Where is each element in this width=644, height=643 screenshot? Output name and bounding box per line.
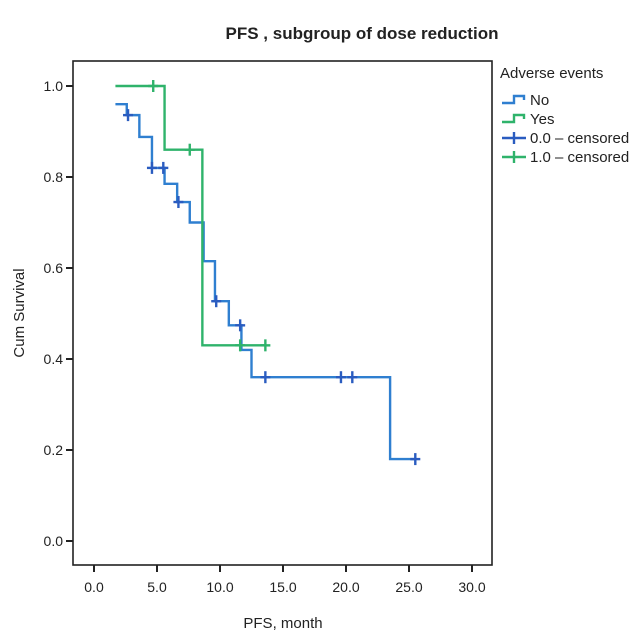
x-axis: 0.0 5.0 10.0 15.0 20.0 25.0 30.0 <box>84 565 486 595</box>
y-tick-label: 0.0 <box>44 533 64 549</box>
series-layer <box>115 80 421 466</box>
y-axis: 0.0 0.2 0.4 0.6 0.8 1.0 <box>44 78 73 549</box>
censor-mark <box>235 339 246 352</box>
legend: Adverse events No Yes 0.0 – censored 1.0 – … <box>500 65 629 166</box>
chart-title: PFS , subgroup of dose reduction <box>226 24 499 43</box>
plot-frame <box>72 60 493 566</box>
censor-mark <box>184 143 195 156</box>
x-tick-label: 30.0 <box>458 579 485 595</box>
censor-mark <box>347 371 358 384</box>
series-yes <box>115 80 271 352</box>
censor-mark <box>146 161 157 174</box>
x-tick-label: 5.0 <box>147 579 167 595</box>
y-tick-label: 0.2 <box>44 442 64 458</box>
censor-mark <box>410 453 421 466</box>
censor-mark <box>335 371 346 384</box>
y-tick-label: 0.8 <box>44 169 64 185</box>
censor-mark <box>123 109 134 122</box>
x-tick-label: 15.0 <box>269 579 296 595</box>
censor-mark <box>260 371 271 384</box>
survival-step-line <box>115 103 416 461</box>
legend-item: Yes <box>502 111 554 128</box>
legend-label: 0.0 – censored <box>530 130 629 147</box>
series-no <box>115 103 421 466</box>
x-tick-label: 25.0 <box>395 579 422 595</box>
legend-item: 1.0 – censored <box>502 149 629 166</box>
y-axis-label: Cum Survival <box>11 268 28 357</box>
legend-label: Yes <box>530 111 554 128</box>
x-axis-label: PFS, month <box>243 615 322 632</box>
legend-censor-icon <box>502 132 526 144</box>
legend-censor-icon <box>502 151 526 163</box>
legend-label: No <box>530 92 549 109</box>
legend-step-icon <box>502 94 526 105</box>
censor-mark <box>158 161 169 174</box>
legend-title: Adverse events <box>500 65 603 82</box>
censor-mark <box>173 196 184 209</box>
censor-mark <box>235 319 246 332</box>
x-tick-label: 20.0 <box>332 579 359 595</box>
y-tick-label: 1.0 <box>44 78 64 94</box>
legend-label: 1.0 – censored <box>530 149 629 166</box>
censor-mark <box>260 339 271 352</box>
censor-mark <box>148 80 159 92</box>
y-tick-label: 0.6 <box>44 260 64 276</box>
legend-item: 0.0 – censored <box>502 130 629 147</box>
y-tick-label: 0.4 <box>44 351 64 367</box>
x-tick-label: 0.0 <box>84 579 104 595</box>
censor-mark <box>211 295 222 308</box>
x-tick-label: 10.0 <box>206 579 233 595</box>
legend-item: No <box>502 92 549 109</box>
legend-step-icon <box>502 113 526 124</box>
